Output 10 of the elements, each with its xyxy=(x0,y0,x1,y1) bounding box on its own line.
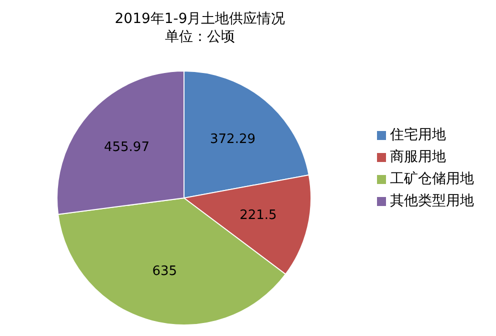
data-label: 455.97 xyxy=(104,140,150,156)
data-label: 221.5 xyxy=(240,208,277,223)
legend-label: 其他类型用地 xyxy=(390,193,474,209)
data-label: 635 xyxy=(152,264,178,280)
legend-label: 住宅用地 xyxy=(390,127,446,143)
legend-label: 工矿仓储用地 xyxy=(390,171,474,187)
data-label: 372.29 xyxy=(210,132,256,147)
chart-subtitle: 单位：公顷 xyxy=(164,28,236,46)
legend-label: 商服用地 xyxy=(390,149,446,165)
chart-title: 2019年1-9月土地供应情况 xyxy=(114,10,286,28)
